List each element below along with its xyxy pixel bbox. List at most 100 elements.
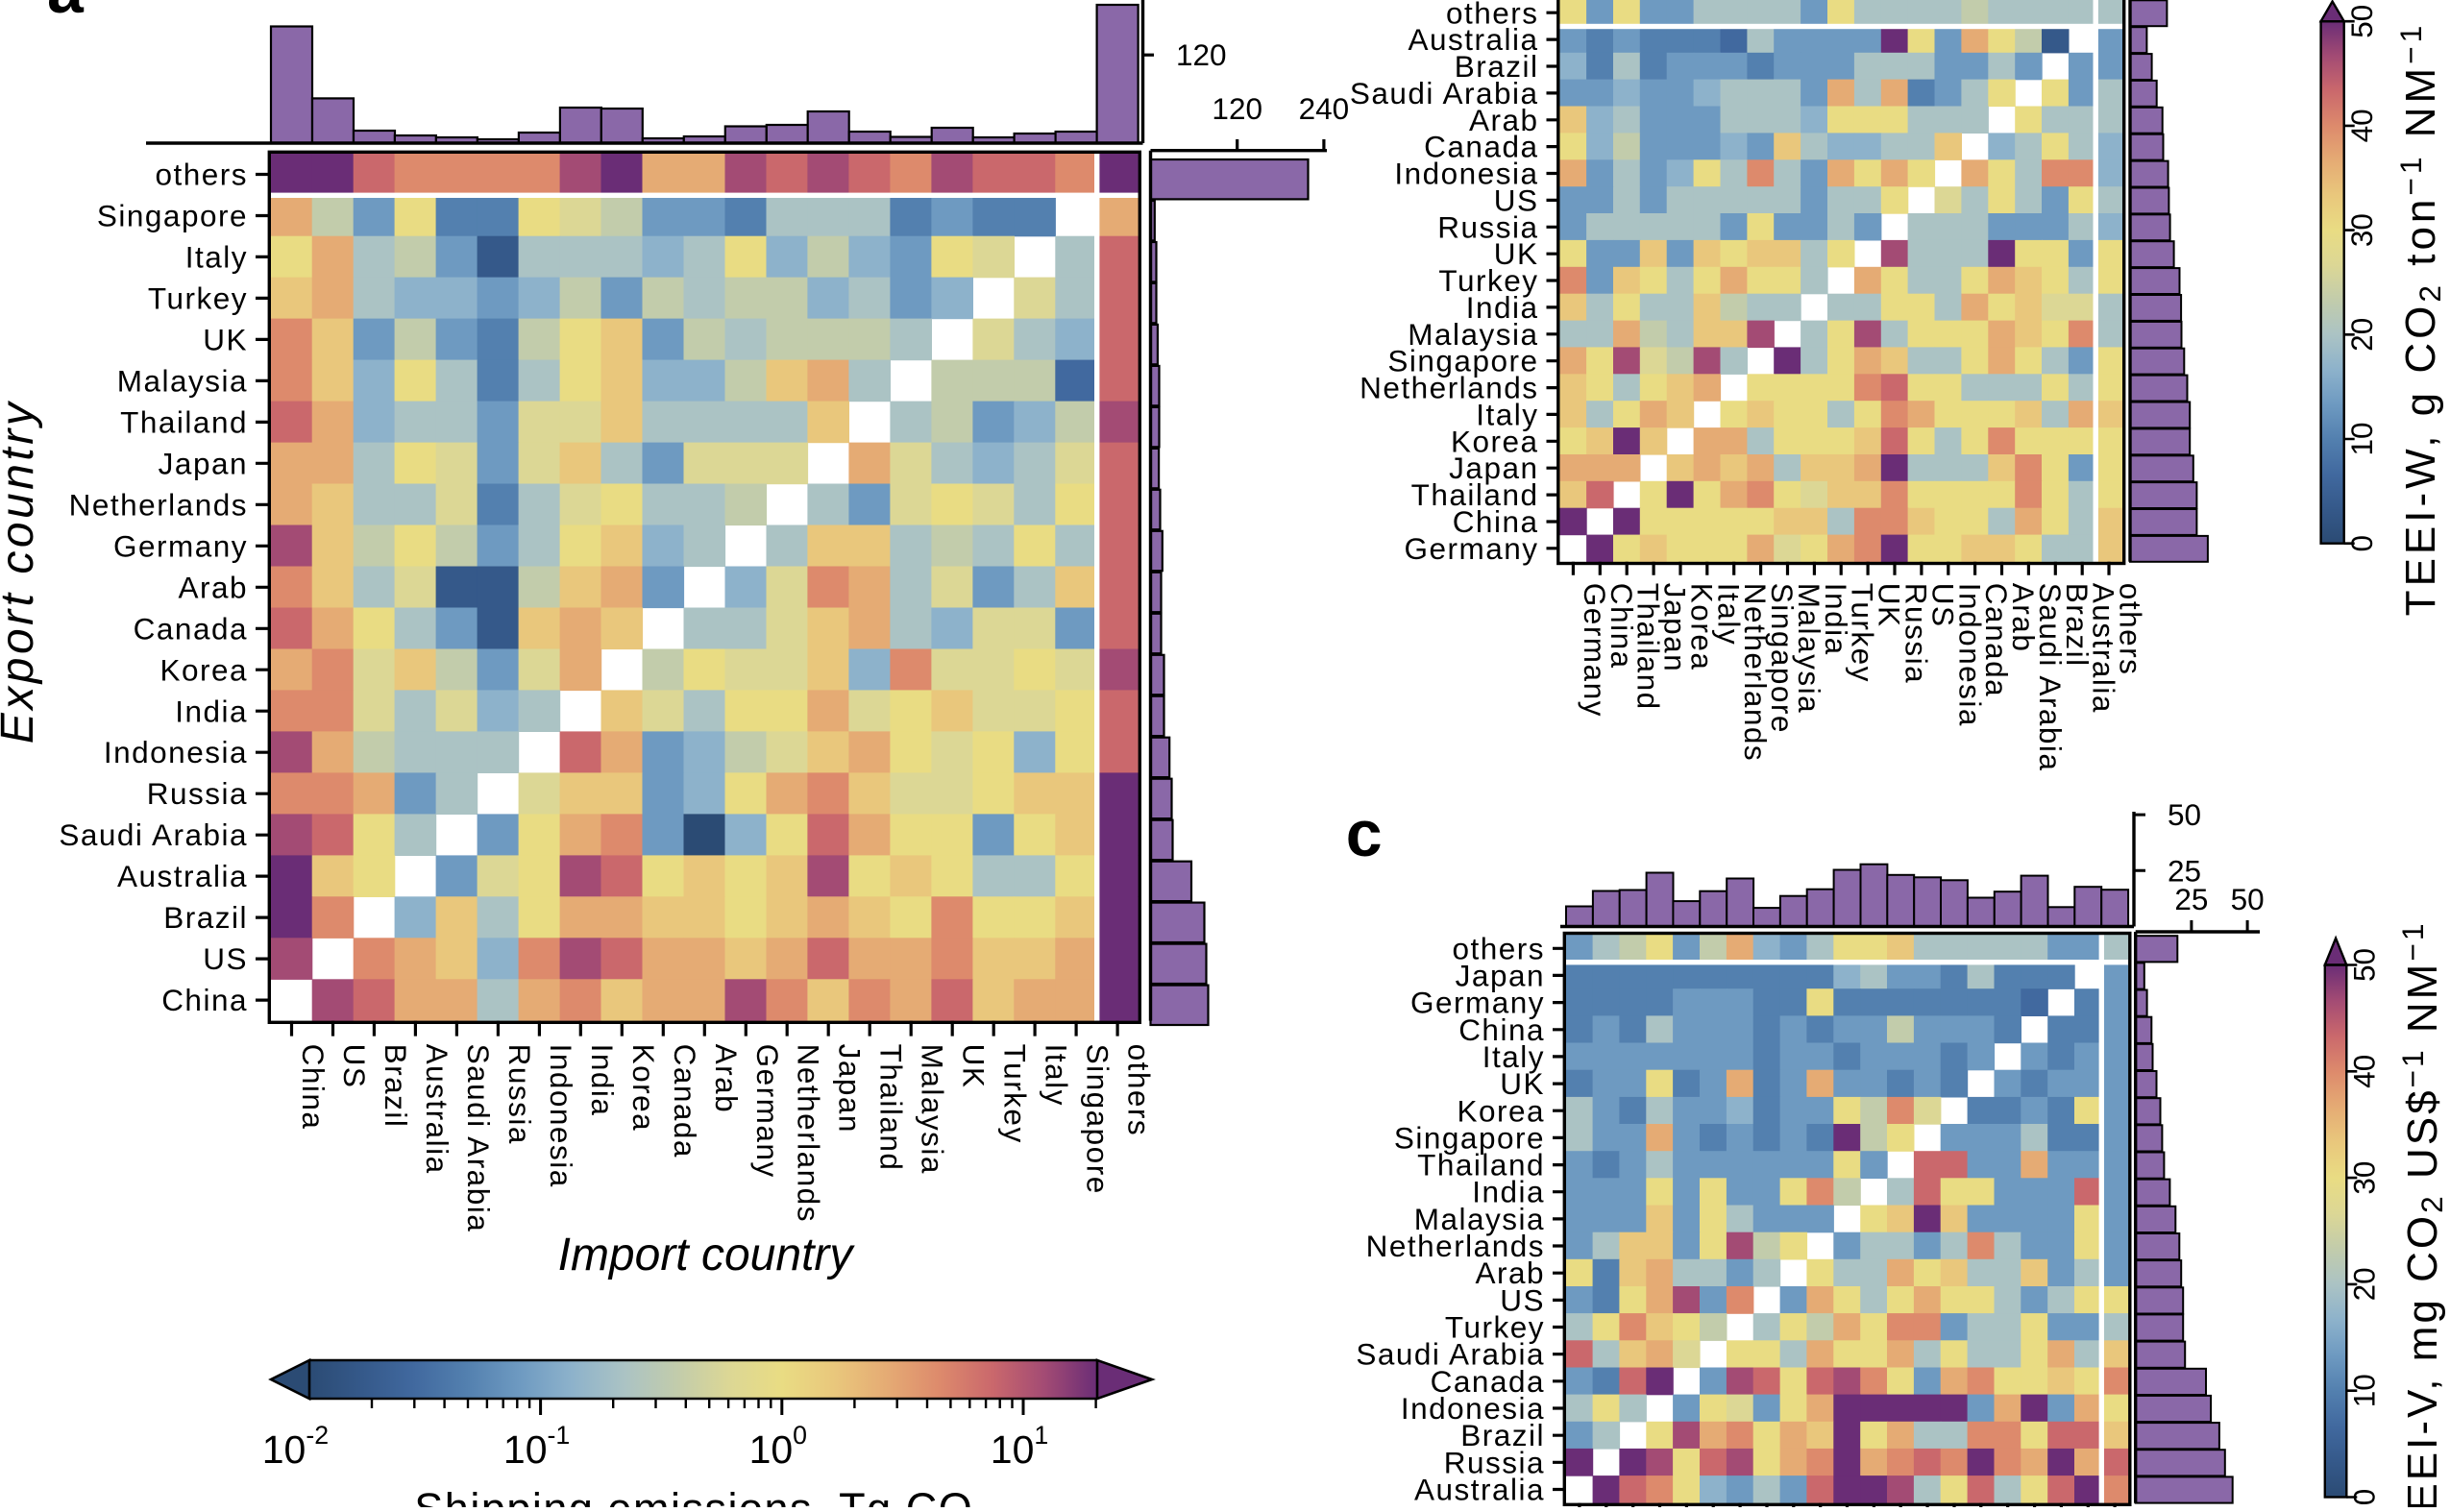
svg-text:Japan: Japan <box>833 1044 868 1134</box>
svg-text:US: US <box>337 1044 372 1089</box>
svg-text:Brazil: Brazil <box>379 1044 413 1129</box>
svg-text:a: a <box>47 0 85 27</box>
svg-text:Saudi Arabia: Saudi Arabia <box>1356 1337 1545 1372</box>
svg-text:Export country: Export country <box>0 400 43 744</box>
svg-text:UK: UK <box>1500 1066 1545 1101</box>
svg-text:Turkey: Turkey <box>1846 583 1880 683</box>
svg-text:Turkey: Turkey <box>1445 1310 1545 1345</box>
svg-text:Korea: Korea <box>159 652 248 687</box>
svg-text:Indonesia: Indonesia <box>1952 583 1987 727</box>
svg-text:Malaysia: Malaysia <box>1792 583 1826 714</box>
svg-text:UK: UK <box>1494 236 1539 271</box>
svg-text:Russia: Russia <box>1444 1445 1545 1479</box>
svg-text:0: 0 <box>2344 535 2379 552</box>
svg-text:Turkey: Turkey <box>998 1044 1033 1144</box>
svg-text:Malaysia: Malaysia <box>1414 1202 1545 1236</box>
svg-text:Thailand: Thailand <box>1411 477 1539 512</box>
svg-text:TEEI-V, mg CO2 US$−1 NM−1: TEEI-V, mg CO2 US$−1 NM−1 <box>2395 921 2450 1507</box>
svg-text:Russia: Russia <box>1899 583 1934 684</box>
svg-text:Singapore: Singapore <box>1765 583 1800 734</box>
svg-text:Indonesia: Indonesia <box>104 735 248 769</box>
svg-text:Indonesia: Indonesia <box>1401 1391 1545 1426</box>
svg-text:others: others <box>1452 931 1545 965</box>
svg-text:others: others <box>1446 0 1539 30</box>
svg-text:Japan: Japan <box>1658 583 1693 672</box>
svg-text:Korea: Korea <box>1451 424 1539 458</box>
svg-text:Malaysia: Malaysia <box>916 1044 950 1175</box>
svg-text:Singapore: Singapore <box>1394 1120 1545 1155</box>
svg-text:Japan: Japan <box>159 446 248 480</box>
svg-text:Australia: Australia <box>420 1044 454 1175</box>
svg-text:US: US <box>1494 183 1539 217</box>
svg-text:Australia: Australia <box>1414 1473 1545 1507</box>
svg-text:Korea: Korea <box>1685 583 1720 671</box>
svg-text:Malaysia: Malaysia <box>1408 317 1538 352</box>
svg-text:Russia: Russia <box>1437 209 1538 244</box>
svg-text:Germany: Germany <box>1410 986 1545 1020</box>
svg-text:Australia: Australia <box>1408 22 1538 57</box>
svg-text:India: India <box>585 1044 620 1117</box>
svg-text:Brazil: Brazil <box>163 900 248 935</box>
svg-text:Singapore: Singapore <box>97 199 248 233</box>
svg-text:240: 240 <box>1299 91 1350 126</box>
svg-text:others: others <box>2114 583 2148 676</box>
svg-text:Indonesia: Indonesia <box>1394 157 1538 191</box>
svg-text:c: c <box>1346 797 1383 870</box>
svg-text:25: 25 <box>2168 853 2201 888</box>
svg-text:Thailand: Thailand <box>1417 1148 1545 1183</box>
svg-text:Italy: Italy <box>1040 1044 1074 1107</box>
svg-text:Netherlands: Netherlands <box>792 1044 826 1223</box>
svg-text:Import country: Import country <box>558 1230 856 1280</box>
svg-text:India: India <box>1819 583 1853 656</box>
svg-text:India: India <box>175 694 248 728</box>
svg-text:Germany: Germany <box>1404 531 1538 566</box>
svg-text:Korea: Korea <box>626 1044 661 1133</box>
svg-text:Singapore: Singapore <box>1387 344 1538 378</box>
svg-text:Italy: Italy <box>1711 583 1746 646</box>
svg-text:others: others <box>155 158 248 192</box>
svg-text:Shipping emissions, Tg CO2: Shipping emissions, Tg CO2 <box>414 1484 992 1507</box>
svg-text:China: China <box>161 983 248 1017</box>
svg-text:Brazil: Brazil <box>2060 583 2095 668</box>
svg-text:others: others <box>1122 1044 1157 1137</box>
svg-text:Canada: Canada <box>134 611 248 646</box>
svg-text:Saudi Arabia: Saudi Arabia <box>2033 583 2068 772</box>
svg-text:Turkey: Turkey <box>148 281 248 316</box>
svg-text:Korea: Korea <box>1457 1093 1545 1128</box>
svg-text:Saudi Arabia: Saudi Arabia <box>461 1044 496 1233</box>
svg-text:Saudi Arabia: Saudi Arabia <box>59 817 248 852</box>
svg-text:Germany: Germany <box>750 1044 785 1179</box>
svg-text:Australia: Australia <box>117 859 248 893</box>
svg-text:China: China <box>1605 583 1639 670</box>
svg-text:Arab: Arab <box>1475 1256 1545 1290</box>
svg-text:Canada: Canada <box>668 1044 702 1158</box>
svg-text:Thailand: Thailand <box>1631 583 1666 711</box>
svg-text:India: India <box>1466 290 1539 325</box>
svg-text:25: 25 <box>2174 882 2208 916</box>
svg-text:Singapore: Singapore <box>1081 1044 1115 1195</box>
svg-text:Arab: Arab <box>2006 583 2041 653</box>
svg-text:US: US <box>1925 583 1960 628</box>
svg-text:50: 50 <box>2231 882 2265 916</box>
svg-text:Russia: Russia <box>502 1044 537 1145</box>
svg-text:100: 100 <box>749 1421 807 1472</box>
svg-text:Turkey: Turkey <box>1438 263 1538 298</box>
svg-text:Arab: Arab <box>1469 103 1539 137</box>
svg-text:Saudi Arabia: Saudi Arabia <box>1350 76 1539 110</box>
svg-text:India: India <box>1472 1175 1545 1209</box>
svg-text:UK: UK <box>957 1044 992 1089</box>
svg-text:0: 0 <box>2347 1489 2382 1506</box>
svg-text:Canada: Canada <box>1431 1364 1545 1399</box>
svg-text:UK: UK <box>1873 583 1907 628</box>
svg-text:Netherlands: Netherlands <box>1738 583 1773 762</box>
svg-text:Australia: Australia <box>2087 583 2121 714</box>
svg-text:Japan: Japan <box>1449 451 1538 485</box>
svg-text:Canada: Canada <box>1979 583 2014 697</box>
svg-text:Netherlands: Netherlands <box>69 487 248 522</box>
svg-text:120: 120 <box>1212 91 1262 126</box>
svg-text:China: China <box>296 1044 331 1131</box>
svg-text:Indonesia: Indonesia <box>544 1044 578 1188</box>
svg-text:Arab: Arab <box>178 570 248 604</box>
svg-text:Thailand: Thailand <box>120 404 248 439</box>
svg-text:Arab: Arab <box>709 1044 744 1114</box>
